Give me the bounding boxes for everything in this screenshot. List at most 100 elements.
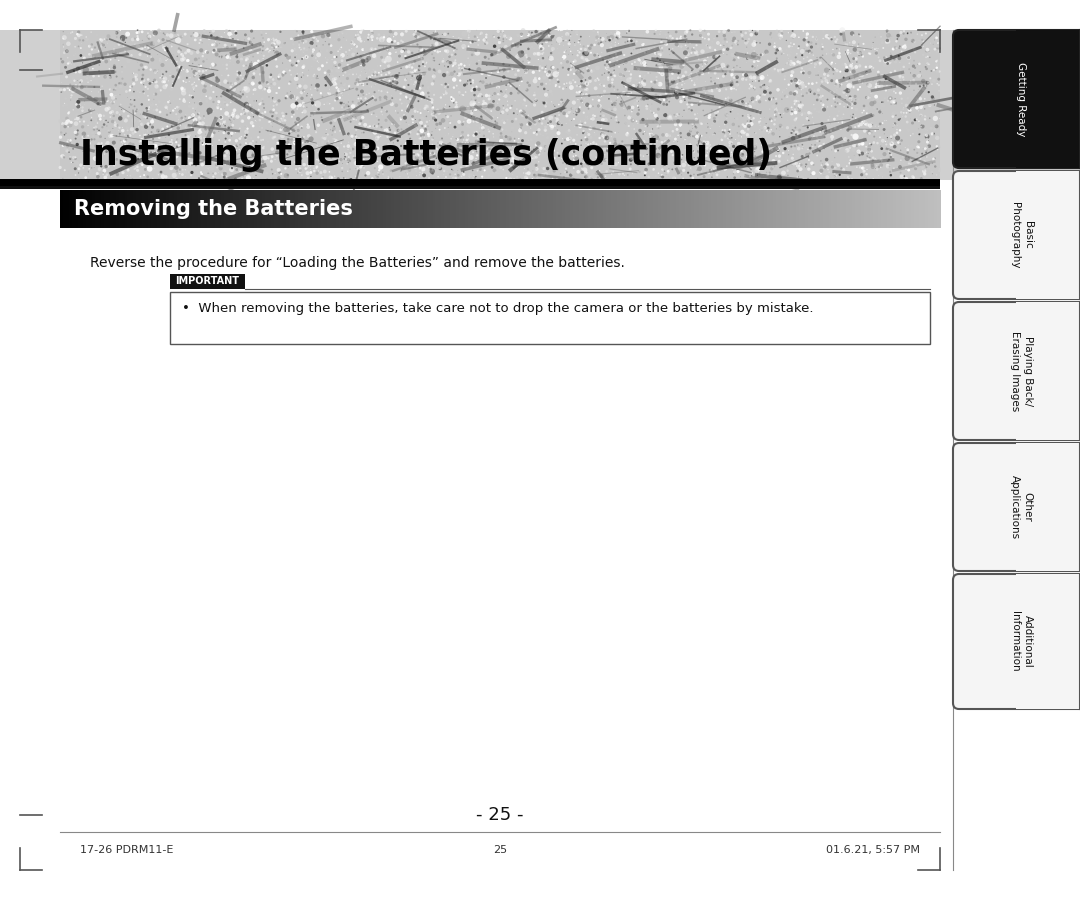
Point — [343, 36, 361, 50]
Point — [484, 160, 501, 175]
Point — [406, 54, 423, 68]
Point — [137, 80, 154, 94]
Point — [798, 112, 815, 126]
Point — [457, 107, 474, 122]
Point — [561, 85, 578, 99]
Point — [762, 32, 780, 46]
Point — [258, 81, 275, 95]
Bar — [828, 190, 833, 228]
Point — [393, 48, 410, 62]
Point — [481, 88, 498, 103]
Point — [366, 80, 383, 94]
Point — [889, 118, 906, 132]
Point — [231, 66, 248, 80]
Point — [433, 77, 450, 92]
Point — [253, 42, 270, 57]
Point — [649, 116, 666, 130]
Point — [891, 62, 908, 77]
Point — [65, 71, 82, 86]
Point — [856, 74, 874, 88]
Point — [805, 48, 822, 62]
Point — [794, 170, 811, 184]
Point — [679, 150, 697, 165]
Point — [603, 36, 620, 50]
Point — [125, 122, 143, 137]
Point — [785, 141, 802, 156]
Point — [571, 79, 589, 94]
Point — [140, 112, 158, 127]
Point — [622, 50, 639, 64]
Point — [276, 135, 294, 149]
Point — [787, 86, 805, 100]
Point — [639, 97, 657, 112]
Point — [652, 40, 670, 54]
Point — [598, 87, 616, 102]
Point — [676, 132, 693, 147]
Point — [636, 168, 653, 183]
Point — [782, 39, 799, 53]
Point — [886, 89, 903, 104]
Point — [809, 171, 826, 185]
Point — [127, 140, 145, 155]
Point — [728, 75, 745, 89]
Bar — [280, 190, 284, 228]
Point — [121, 100, 138, 114]
Point — [314, 58, 332, 73]
Point — [174, 34, 191, 49]
Bar — [206, 190, 211, 228]
Point — [58, 69, 76, 84]
Point — [802, 130, 820, 145]
Point — [106, 158, 123, 173]
Point — [100, 91, 118, 105]
Point — [256, 106, 273, 121]
Point — [517, 65, 535, 79]
Point — [862, 59, 879, 74]
Point — [137, 104, 154, 118]
Point — [720, 142, 738, 157]
Point — [874, 36, 891, 50]
Bar — [278, 190, 281, 228]
Point — [395, 82, 413, 96]
Point — [150, 173, 167, 187]
Point — [909, 122, 927, 136]
Point — [251, 125, 268, 140]
Point — [450, 86, 468, 100]
Point — [751, 166, 768, 181]
Point — [759, 148, 777, 163]
Point — [214, 68, 231, 83]
Bar — [638, 190, 642, 228]
Point — [403, 122, 420, 136]
Point — [79, 71, 96, 86]
Point — [77, 65, 94, 79]
Point — [832, 97, 849, 112]
Point — [737, 168, 754, 183]
Point — [711, 24, 728, 39]
Point — [515, 168, 532, 183]
Point — [850, 27, 867, 41]
Point — [521, 55, 538, 69]
Bar — [573, 190, 578, 228]
Point — [865, 86, 882, 101]
Point — [308, 161, 325, 176]
Bar — [664, 190, 669, 228]
Point — [703, 170, 720, 184]
Point — [262, 52, 280, 67]
Point — [91, 156, 108, 170]
Point — [543, 65, 561, 79]
Point — [670, 136, 687, 150]
Point — [881, 135, 899, 149]
Point — [467, 171, 484, 185]
Bar — [456, 190, 460, 228]
Bar — [271, 190, 275, 228]
Point — [400, 135, 417, 149]
Point — [737, 65, 754, 79]
Point — [54, 139, 71, 153]
Point — [56, 83, 73, 97]
Point — [451, 84, 469, 98]
Point — [730, 60, 747, 75]
Point — [759, 68, 777, 83]
Point — [161, 94, 178, 108]
Point — [663, 162, 680, 176]
Point — [789, 160, 807, 175]
Bar — [288, 190, 293, 228]
